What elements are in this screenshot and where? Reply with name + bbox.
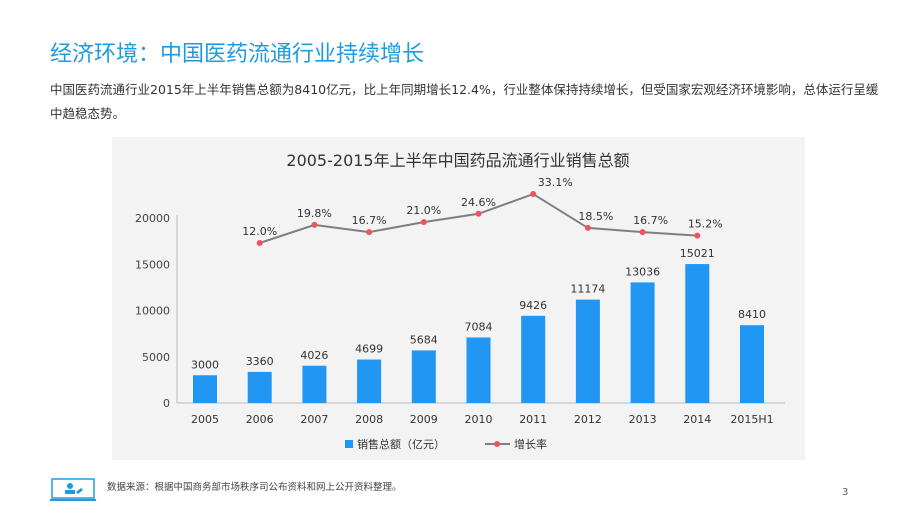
data-source-note: 数据来源：根据中国商务部市场秩序司公布资料和网上公开资料整理。 (107, 482, 402, 493)
bar-label: 9426 (519, 299, 547, 312)
growth-label: 24.6% (461, 196, 496, 209)
x-tick-label: 2006 (246, 413, 274, 426)
bar-label: 3000 (191, 358, 219, 371)
y-tick-label: 5000 (142, 351, 170, 364)
x-tick-label: 2015H1 (730, 413, 773, 426)
growth-label: 33.1% (538, 176, 573, 189)
bar-label: 15021 (680, 247, 715, 260)
growth-label: 18.5% (578, 210, 613, 223)
bar-2007 (302, 365, 327, 403)
bar-label: 13036 (625, 265, 660, 278)
legend-line-marker (494, 441, 500, 447)
growth-label: 19.8% (297, 207, 332, 220)
growth-marker-2009 (420, 219, 427, 226)
bar-label: 3360 (246, 355, 274, 368)
bar-2006 (247, 371, 272, 403)
y-tick-label: 10000 (135, 305, 170, 318)
growth-marker-2008 (366, 229, 373, 236)
bar-2015H1 (740, 325, 764, 403)
slide-title: 经济环境：中国医药流通行业持续增长 (50, 42, 425, 67)
x-tick-label: 2009 (410, 413, 438, 426)
y-tick-label: 20000 (135, 212, 170, 225)
growth-marker-2006 (256, 240, 263, 246)
x-tick-label: 2005 (191, 413, 219, 426)
x-tick-label: 2007 (300, 413, 328, 426)
bar-2014 (685, 264, 710, 403)
growth-label: 16.7% (352, 214, 387, 227)
x-tick-label: 2012 (574, 413, 602, 426)
chart-title: 2005-2015年上半年中国药品流通行业销售总额 (286, 151, 629, 170)
growth-marker-2007 (311, 221, 318, 228)
x-tick-label: 2010 (465, 413, 493, 426)
x-tick-label: 2014 (683, 413, 711, 426)
x-tick-label: 2008 (355, 413, 383, 426)
bar-label: 4026 (300, 349, 328, 362)
bar-label: 7084 (465, 320, 493, 333)
laptop-user-icon (50, 478, 96, 501)
growth-marker-2011 (530, 191, 537, 198)
legend-bar-label: 销售总额（亿元） (357, 437, 445, 451)
bar-2011 (521, 315, 546, 403)
bar-2013 (630, 282, 655, 403)
y-tick-label: 0 (163, 397, 170, 410)
growth-label: 21.0% (406, 204, 441, 217)
bar-label: 5684 (410, 333, 438, 346)
slide-description: 中国医药流通行业2015年上半年销售总额为8410亿元，比上年同期增长12.4%… (50, 82, 879, 121)
bar-2010 (466, 337, 491, 403)
legend-line-label: 增长率 (514, 437, 547, 451)
chart-panel: 2005-2015年上半年中国药品流通行业销售总额 0 5000 10000 15000… (112, 137, 805, 460)
page-number: 3 (842, 487, 849, 498)
growth-marker-2013 (639, 229, 646, 236)
bar-2008 (357, 359, 382, 403)
y-tick-label: 15000 (135, 258, 170, 271)
growth-label: 15.2% (688, 218, 723, 231)
bar-2012 (575, 299, 600, 403)
bar-label: 4699 (355, 343, 383, 356)
growth-label: 16.7% (633, 214, 668, 227)
growth-marker-2014 (694, 232, 701, 239)
x-tick-label: 2013 (629, 413, 657, 426)
growth-marker-2012 (584, 224, 591, 231)
growth-marker-2010 (475, 210, 482, 217)
sales-chart: 2005-2015年上半年中国药品流通行业销售总额 0 5000 10000 15000… (135, 151, 785, 451)
growth-label: 12.0% (242, 225, 277, 238)
x-tick-label: 2011 (519, 413, 547, 426)
bar-2005 (193, 375, 217, 403)
bar-label: 8410 (738, 308, 766, 321)
bar-2009 (411, 350, 436, 403)
bar-label: 11174 (570, 283, 605, 296)
legend-bar-swatch (345, 440, 353, 448)
